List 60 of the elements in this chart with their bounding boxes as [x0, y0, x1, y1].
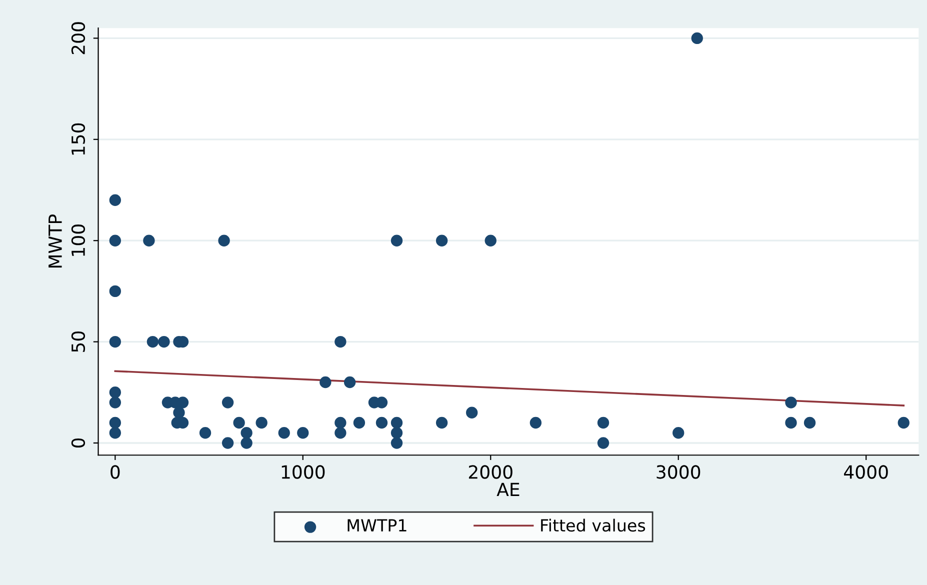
- point: [240, 437, 252, 449]
- point: [109, 427, 122, 439]
- point: [158, 336, 170, 348]
- point: [173, 406, 185, 418]
- point: [804, 416, 816, 429]
- point: [597, 437, 610, 449]
- y-tick-label: 0: [71, 438, 86, 448]
- point: [278, 427, 290, 439]
- point: [146, 336, 159, 348]
- point: [466, 406, 478, 418]
- point: [109, 234, 122, 246]
- point: [353, 416, 366, 429]
- x-tick-label: 2000: [468, 465, 512, 479]
- point: [222, 396, 234, 408]
- point: [199, 427, 212, 439]
- point: [390, 234, 403, 246]
- point: [109, 416, 122, 429]
- point: [530, 416, 542, 429]
- point: [320, 376, 332, 388]
- x-axis-title: AE: [496, 482, 520, 496]
- x-tick-label: 1000: [282, 465, 325, 479]
- point: [334, 336, 346, 348]
- y-axis-title: MWTP: [48, 214, 62, 268]
- y-tick-label: 50: [71, 332, 86, 352]
- x-tick-label: 4000: [844, 465, 888, 479]
- y-tick-label: 200: [71, 22, 86, 54]
- point: [334, 427, 346, 439]
- legend-label: Fitted values: [541, 518, 646, 532]
- point: [256, 416, 268, 429]
- point: [390, 427, 403, 439]
- point: [109, 194, 122, 206]
- point: [785, 396, 797, 408]
- point: [109, 336, 122, 348]
- point: [240, 427, 252, 439]
- y-tick-label: 100: [71, 224, 86, 256]
- point: [334, 416, 346, 429]
- legend-label: MWTP1: [348, 519, 406, 532]
- point: [390, 437, 403, 449]
- point: [785, 416, 797, 429]
- point: [436, 416, 448, 429]
- x-tick-label: 0: [110, 465, 120, 479]
- point: [390, 416, 403, 429]
- point: [143, 234, 155, 246]
- x-tick-label: 3000: [656, 465, 700, 479]
- point: [218, 234, 230, 246]
- point: [436, 234, 448, 246]
- point: [597, 416, 610, 429]
- point: [484, 234, 496, 246]
- point: [344, 376, 356, 388]
- point: [109, 285, 122, 298]
- point: [672, 427, 684, 439]
- point: [691, 32, 703, 44]
- point: [376, 416, 388, 429]
- point: [109, 386, 122, 398]
- point: [297, 427, 309, 439]
- point: [109, 396, 122, 408]
- point: [898, 416, 910, 429]
- y-tick-label: 150: [71, 123, 86, 155]
- point: [222, 437, 234, 449]
- point: [233, 416, 245, 429]
